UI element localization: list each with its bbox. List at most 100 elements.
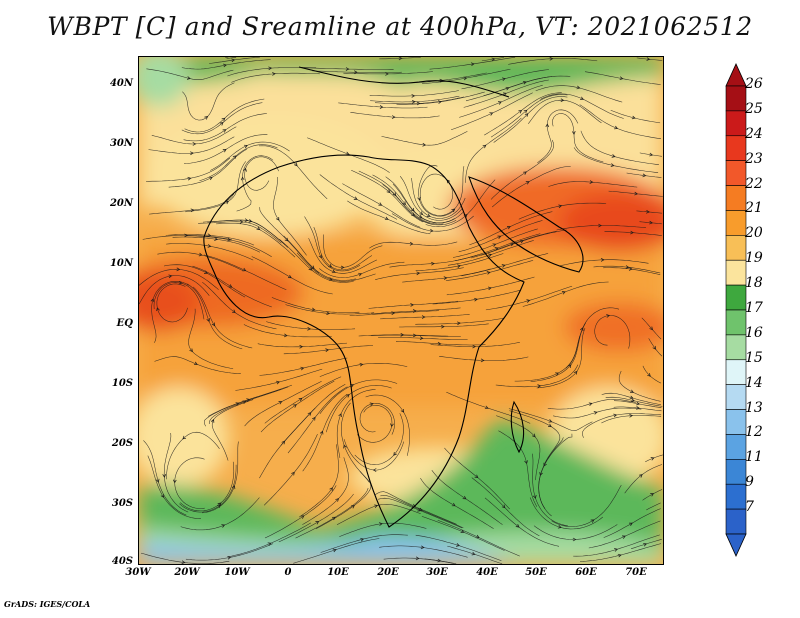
streamline-arrow	[519, 239, 524, 244]
streamline	[639, 221, 662, 225]
streamline-arrow	[181, 560, 186, 564]
streamline-arrow	[491, 57, 496, 62]
streamline-arrow	[239, 220, 244, 224]
streamline-arrow	[410, 303, 415, 307]
colorbar-swatch	[725, 409, 747, 435]
streamline-arrow	[300, 366, 305, 371]
streamline-arrow	[643, 542, 648, 547]
streamline-arrow	[231, 58, 236, 63]
streamline-arrow	[456, 543, 460, 547]
streamline	[642, 489, 663, 501]
streamline-arrow	[222, 129, 227, 133]
streamline-arrow	[378, 522, 383, 526]
streamline-arrow	[156, 307, 160, 312]
streamline-arrow	[474, 297, 478, 302]
africa-coast	[203, 154, 525, 528]
streamline-arrow	[480, 358, 485, 363]
streamline-arrow	[329, 487, 333, 491]
colorbar-label: 16	[745, 324, 763, 341]
streamline-arrow	[497, 101, 502, 105]
colorbar-swatch	[725, 185, 747, 211]
streamline-arrow	[649, 326, 653, 331]
streamline-arrow	[646, 210, 650, 214]
streamline-arrow	[548, 423, 552, 427]
streamline-arrow	[518, 109, 523, 114]
lon-label-20e: 20E	[377, 567, 399, 578]
streamline	[626, 172, 662, 178]
streamline-arrow	[649, 152, 654, 157]
streamline-arrow	[284, 237, 289, 242]
streamline-arrow	[192, 142, 197, 146]
streamline	[601, 415, 662, 424]
colorbar-swatch	[725, 309, 747, 336]
streamline-arrow	[515, 523, 520, 528]
streamline-arrow	[416, 101, 421, 106]
lat-label-30s: 30S	[111, 498, 133, 509]
streamline-arrow	[384, 216, 389, 221]
colorbar-swatch	[725, 110, 747, 137]
streamline-arrow	[312, 416, 316, 421]
colorbar-label: 18	[745, 275, 763, 292]
streamline-arrow	[523, 171, 527, 175]
colorbar-swatch	[725, 210, 747, 236]
streamline-arrow	[441, 324, 445, 329]
streamline-arrow	[613, 413, 618, 418]
colorbar-label: 19	[745, 250, 763, 267]
streamline-arrow	[410, 207, 415, 212]
streamline-arrow	[429, 228, 434, 233]
streamline-arrow	[457, 321, 461, 326]
colorbar-label: 7	[745, 499, 754, 516]
colorbar-label: 25	[745, 100, 763, 117]
streamline-arrow	[614, 548, 618, 552]
streamline-arrow	[392, 192, 397, 197]
streamline-arrow	[298, 397, 303, 402]
streamline-arrow	[359, 362, 364, 367]
streamline-arrow	[630, 389, 634, 393]
streamline-arrow	[176, 267, 181, 272]
streamline	[601, 392, 661, 405]
colorbar-label: 21	[745, 200, 763, 217]
streamline-arrow	[402, 201, 406, 206]
streamline-arrow	[572, 537, 577, 542]
lon-label-50e: 50E	[525, 567, 547, 578]
lat-label-10n: 10N	[109, 258, 133, 269]
streamline-arrow	[223, 63, 227, 68]
streamline-arrow	[548, 419, 553, 423]
streamline-arrow	[204, 116, 209, 120]
streamline-arrow	[190, 151, 194, 156]
streamline-arrow	[189, 348, 193, 353]
streamline-arrow	[431, 261, 435, 266]
streamline	[613, 406, 662, 412]
streamline-arrow	[572, 131, 576, 135]
lon-label-40e: 40E	[476, 567, 498, 578]
colorbar-label: 9	[745, 474, 754, 491]
streamline-arrow	[400, 408, 405, 413]
streamline-arrow	[338, 413, 342, 418]
streamline-arrow	[227, 555, 232, 560]
streamline-arrow	[150, 298, 155, 303]
streamline-arrow	[420, 545, 425, 550]
colorbar-swatch	[725, 508, 747, 535]
streamline-arrow	[219, 122, 224, 126]
streamline-arrow	[411, 99, 416, 104]
streamline-arrow	[589, 180, 594, 184]
streamline-arrow	[172, 479, 177, 484]
streamline-arrow	[471, 551, 476, 556]
streamline-arrow	[549, 57, 554, 61]
colorbar-swatch	[725, 359, 747, 385]
streamline-arrow	[647, 373, 651, 377]
streamline-arrow	[617, 553, 622, 558]
madagascar-coast	[510, 400, 525, 454]
streamline-arrow	[287, 274, 292, 279]
colorbar-label: 20	[745, 225, 763, 242]
colorbar-label: 12	[745, 424, 763, 441]
map-canvas	[139, 57, 663, 564]
lat-label-30n: 30N	[109, 138, 133, 149]
streamline-arrow	[311, 307, 316, 312]
streamline	[608, 190, 663, 197]
streamline-arrow	[272, 72, 276, 76]
streamline-arrow	[411, 212, 415, 217]
streamline-arrow	[214, 237, 219, 241]
streamline-arrow	[228, 284, 233, 288]
streamline-arrow	[580, 96, 584, 100]
